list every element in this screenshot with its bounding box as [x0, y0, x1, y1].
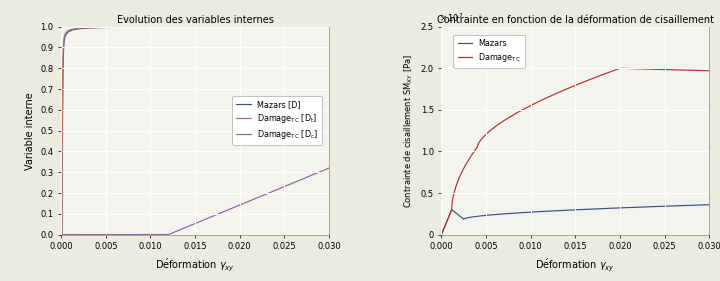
X-axis label: D$\acute{\rm e}$formation $\gamma_{xy}$: D$\acute{\rm e}$formation $\gamma_{xy}$	[535, 257, 616, 273]
Legend: Mazars [D], Damage$_{\mathregular{TC}}$ [D$_\mathregular{t}$], Damage$_{\mathreg: Mazars [D], Damage$_{\mathregular{TC}}$ …	[232, 96, 323, 145]
Title: Contrainte en fonction de la déformation de cisaillement: Contrainte en fonction de la déformation…	[437, 15, 714, 24]
Legend: Mazars, Damage$_{\mathregular{TC}}$: Mazars, Damage$_{\mathregular{TC}}$	[454, 35, 526, 68]
Text: $\times\,10^7$: $\times\,10^7$	[438, 11, 463, 24]
Y-axis label: Variable interne: Variable interne	[24, 92, 35, 169]
X-axis label: D$\acute{\rm e}$formation $\gamma_{xy}$: D$\acute{\rm e}$formation $\gamma_{xy}$	[155, 257, 235, 273]
Y-axis label: Contrainte de cisaillement SM$_{\mathregular{XY}}$ [Pa]: Contrainte de cisaillement SM$_{\mathreg…	[402, 54, 415, 208]
Title: Evolution des variables internes: Evolution des variables internes	[117, 15, 274, 24]
